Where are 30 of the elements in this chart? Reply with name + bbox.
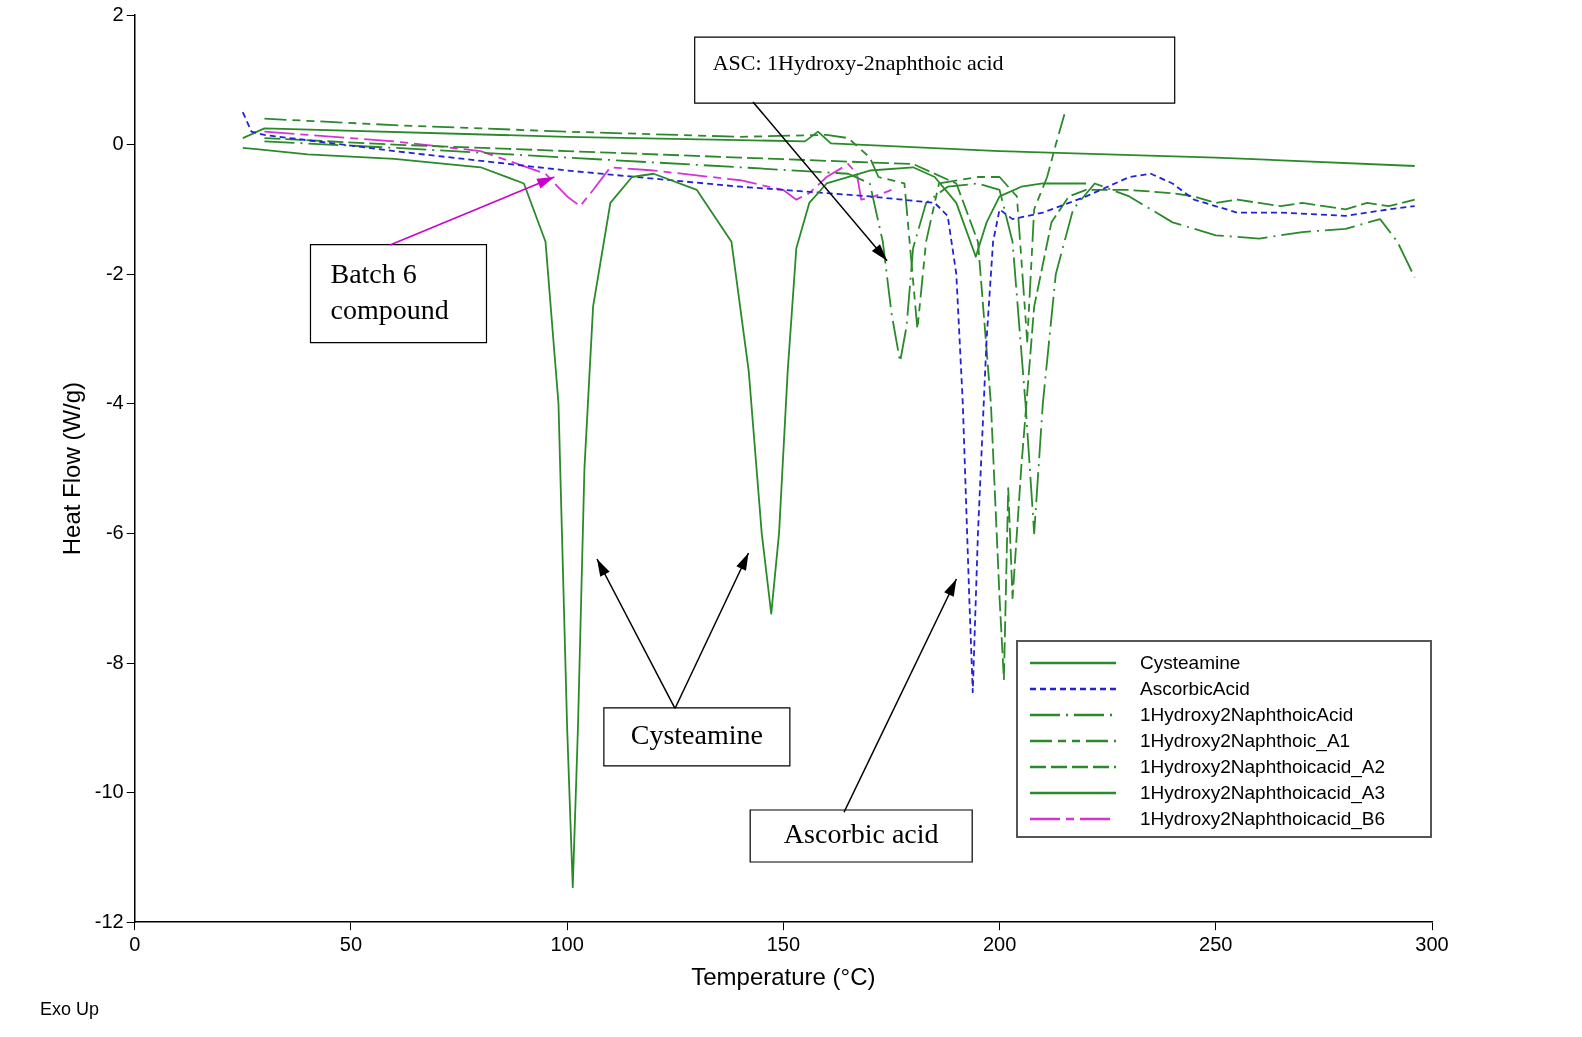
legend-label: 1Hydroxy2Naphthoicacid_A2 bbox=[1140, 756, 1386, 778]
y-tick-label: 2 bbox=[112, 2, 124, 25]
x-tick-label: 200 bbox=[982, 932, 1017, 955]
y-tick-label: -2 bbox=[105, 261, 124, 284]
y-tick-label: -8 bbox=[105, 650, 124, 673]
text: Exo Up bbox=[40, 998, 100, 1019]
legend-label: AscorbicAcid bbox=[1140, 678, 1250, 700]
legend-label: 1Hydroxy2Naphthoicacid_B6 bbox=[1140, 808, 1386, 830]
y-tick-label: -10 bbox=[94, 780, 124, 803]
y-tick-label: -12 bbox=[94, 909, 124, 932]
legend-label: 1Hydroxy2Naphthoicacid_A3 bbox=[1140, 782, 1386, 804]
x-tick-label: 50 bbox=[339, 932, 363, 955]
annotation: Cysteamine bbox=[630, 719, 763, 751]
legend-label: 1Hydroxy2Naphthoic_A1 bbox=[1140, 730, 1351, 752]
annotation: Batch 6 compound bbox=[330, 258, 449, 325]
annotation: ASC: 1Hydroxy-2naphthoic acid bbox=[712, 49, 1004, 75]
x-axis-title: Temperature (°C) bbox=[691, 963, 876, 991]
y-tick-label: 0 bbox=[112, 132, 124, 155]
x-tick-label: 100 bbox=[550, 932, 584, 955]
x-tick-label: 0 bbox=[129, 932, 141, 955]
legend-label: Cysteamine bbox=[1140, 652, 1241, 674]
x-tick-label: 150 bbox=[766, 932, 801, 955]
y-tick-label: -6 bbox=[105, 520, 124, 543]
line-series bbox=[263, 130, 893, 208]
x-tick-label: 300 bbox=[1415, 932, 1449, 955]
y-axis-title: Heat Flow (W/g) bbox=[58, 381, 86, 556]
y-tick-label: -4 bbox=[105, 391, 124, 414]
legend-label: 1Hydroxy2NaphthoicAcid bbox=[1140, 704, 1354, 726]
annotation: Ascorbic acid bbox=[783, 818, 939, 850]
x-tick-label: 250 bbox=[1199, 932, 1233, 955]
